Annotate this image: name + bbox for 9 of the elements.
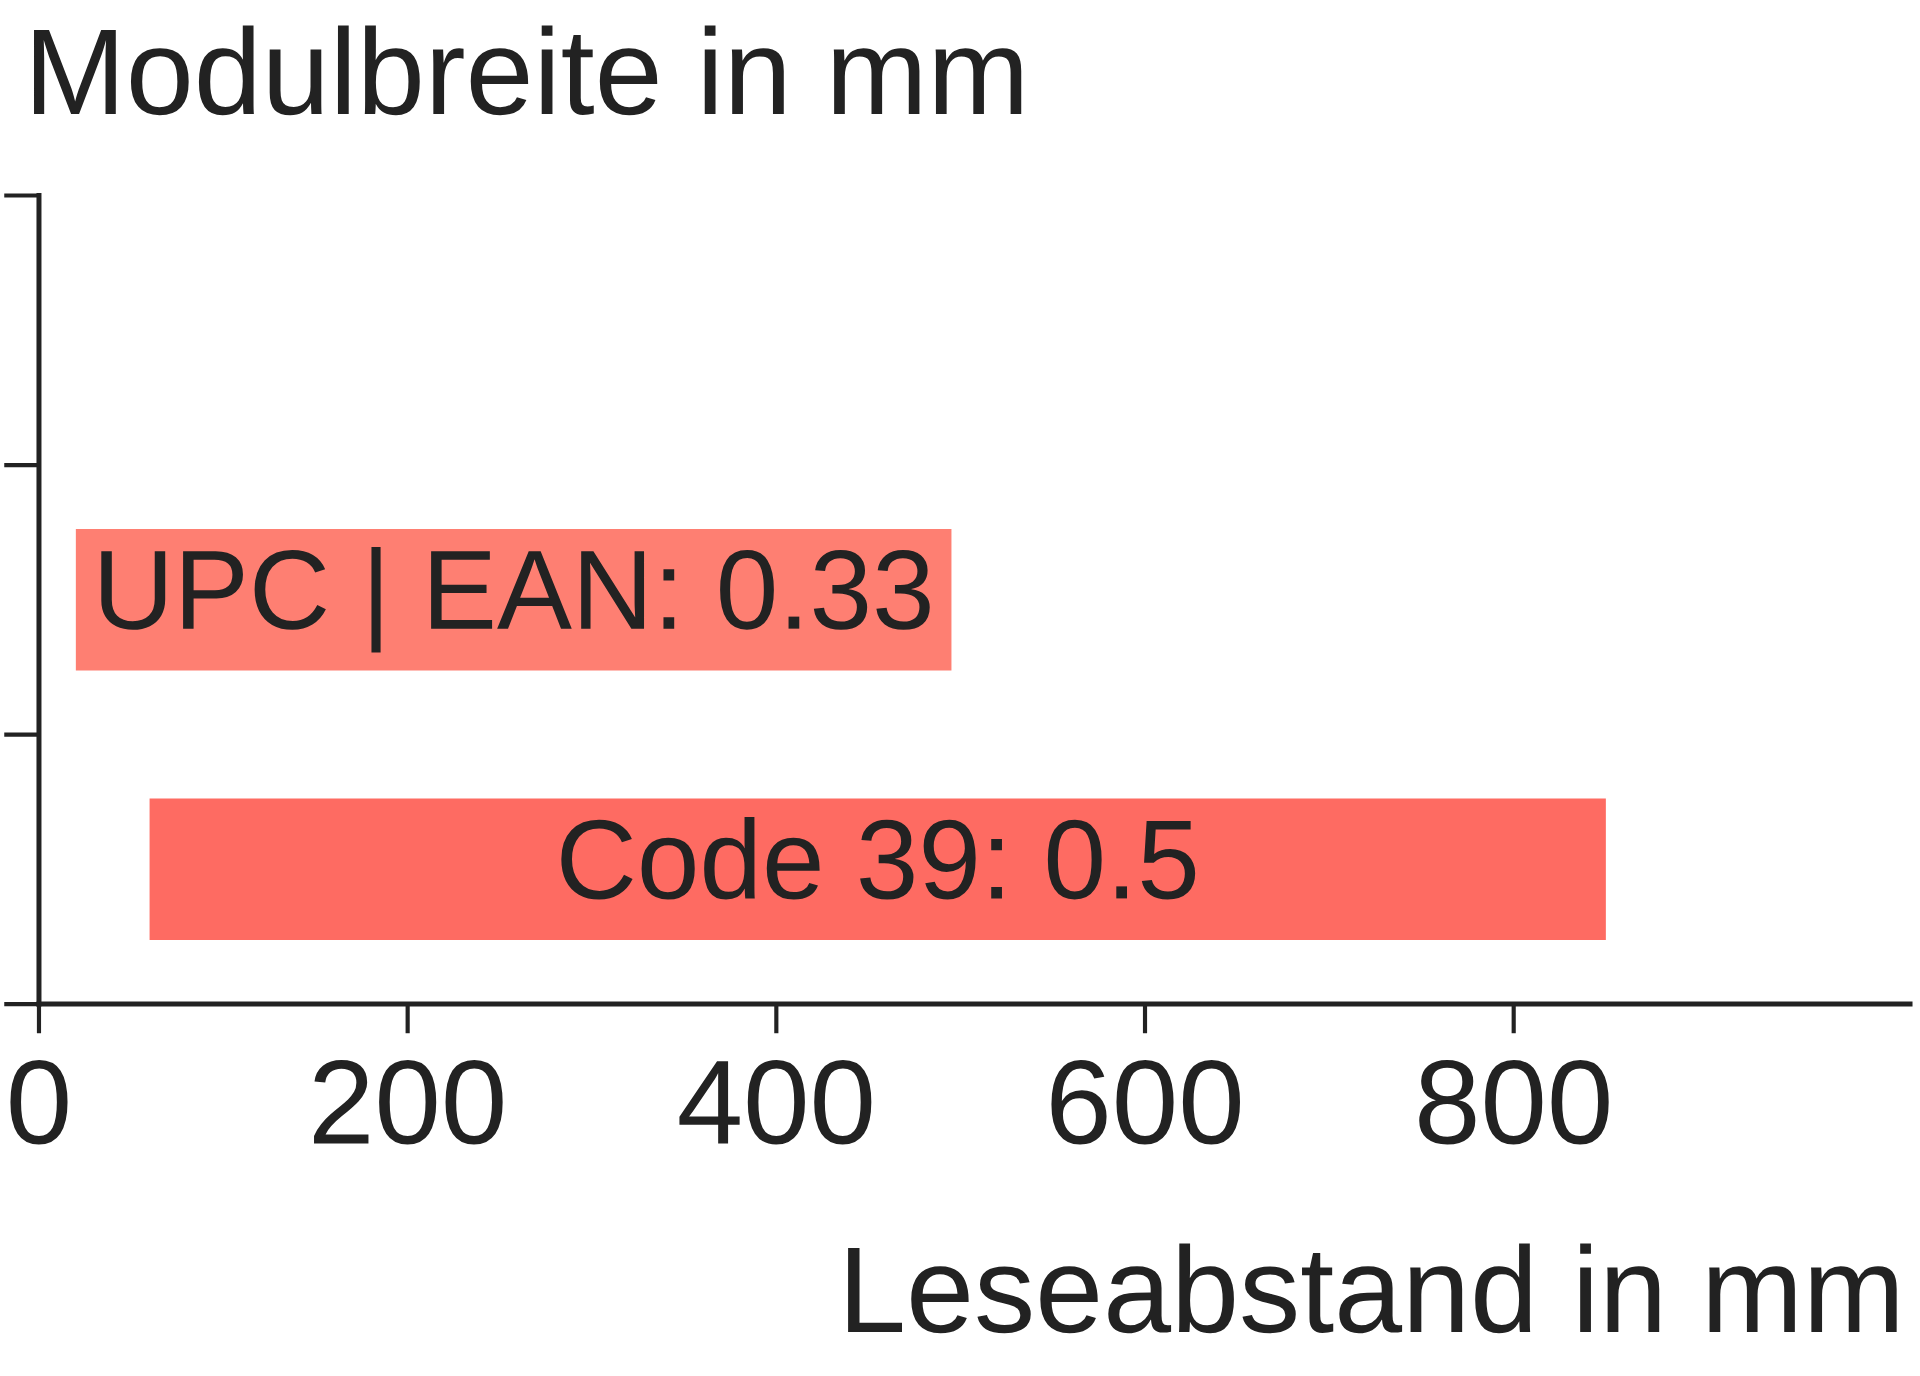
x-tick-label: 800 [1419, 1060, 1609, 1145]
x-axis-title: Leseabstand in mm [848, 1243, 1897, 1334]
x-tick-label: 200 [314, 1060, 503, 1145]
y-tick-label: UPC | EAN: 0.33 [101, 547, 930, 653]
y-tick-label: Code 39: 0.5 [561, 816, 1196, 900]
x-tick-label: 0 [10, 1060, 68, 1145]
x-tick-label: 600 [1051, 1060, 1240, 1145]
y-axis-title: Modulbreite in mm [34, 25, 1022, 116]
x-tick-label: 400 [679, 1060, 872, 1145]
